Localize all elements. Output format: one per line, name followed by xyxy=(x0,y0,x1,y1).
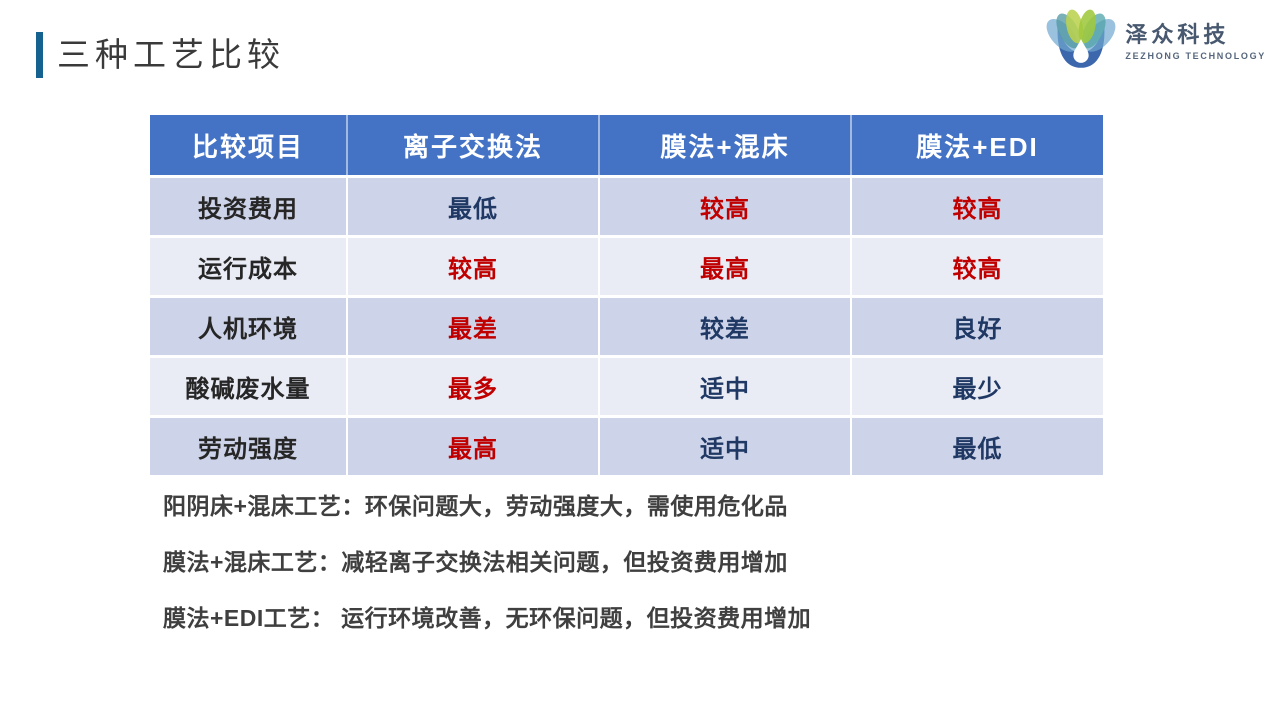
row-label: 劳动强度 xyxy=(198,436,298,463)
table-cell: 较高 xyxy=(850,176,1103,237)
process-notes: 阳阴床+混床工艺：环保问题大，劳动强度大，需使用危化品 膜法+混床工艺：减轻离子… xyxy=(163,490,811,634)
row-label: 投资费用 xyxy=(198,196,298,223)
header-cell-item: 比较项目 xyxy=(150,115,347,177)
table-cell: 较高 xyxy=(850,236,1103,297)
table-row: 劳动强度 最高 适中 最低 xyxy=(150,416,1103,475)
page-title: 三种工艺比较 xyxy=(57,36,285,73)
table-cell: 适中 xyxy=(598,356,851,417)
comparison-table: 比较项目 离子交换法 膜法+混床 膜法+EDI 投资费用 最低 较高 较高 运行… xyxy=(150,115,1103,475)
table-cell: 最高 xyxy=(598,236,851,297)
table-cell: 适中 xyxy=(598,416,851,475)
table-cell: 良好 xyxy=(850,296,1103,357)
table-cell: 最差 xyxy=(346,296,599,357)
row-label: 酸碱废水量 xyxy=(185,376,311,403)
table-cell: 较高 xyxy=(598,176,851,237)
title-accent-bar xyxy=(36,32,43,78)
lotus-drop-logo-icon xyxy=(1047,9,1116,68)
table-cell: 最低 xyxy=(850,416,1103,475)
logo-text: 泽众科技 ZEZHONG TECHNOLOGY xyxy=(1125,17,1266,61)
header-cell-ion-exchange: 离子交换法 xyxy=(346,115,599,177)
table-cell: 最少 xyxy=(850,356,1103,417)
table-header-row: 比较项目 离子交换法 膜法+混床 膜法+EDI xyxy=(150,115,1103,177)
table-cell: 最高 xyxy=(346,416,599,475)
logo-company-subtitle: ZEZHONG TECHNOLOGY xyxy=(1125,51,1266,61)
row-label: 人机环境 xyxy=(198,316,298,343)
note-line: 膜法+EDI工艺： 运行环境改善，无环保问题，但投资费用增加 xyxy=(163,605,812,631)
slide-header: 三种工艺比较 xyxy=(36,31,285,79)
company-logo: 泽众科技 ZEZHONG TECHNOLOGY xyxy=(1045,6,1266,72)
header-cell-membrane-edi: 膜法+EDI xyxy=(850,115,1103,177)
table-row: 投资费用 最低 较高 较高 xyxy=(150,176,1103,237)
header-cell-membrane-mixedbed: 膜法+混床 xyxy=(598,115,851,177)
note-line: 膜法+混床工艺：减轻离子交换法相关问题，但投资费用增加 xyxy=(163,549,788,575)
table-row: 酸碱废水量 最多 适中 最少 xyxy=(150,356,1103,417)
logo-company-name: 泽众科技 xyxy=(1125,22,1230,47)
note-line: 阳阴床+混床工艺：环保问题大，劳动强度大，需使用危化品 xyxy=(163,493,788,519)
table-cell: 最低 xyxy=(346,176,599,237)
table-row: 运行成本 较高 最高 较高 xyxy=(150,236,1103,297)
table-row: 人机环境 最差 较差 良好 xyxy=(150,296,1103,357)
table-cell: 较高 xyxy=(346,236,599,297)
table-cell: 最多 xyxy=(346,356,599,417)
row-label: 运行成本 xyxy=(198,256,298,283)
table-cell: 较差 xyxy=(598,296,851,357)
